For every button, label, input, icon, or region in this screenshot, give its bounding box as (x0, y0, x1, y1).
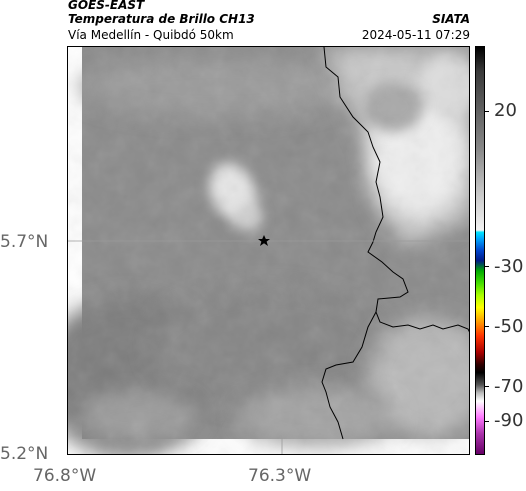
colorbar-tick-minus90: -90 (494, 410, 524, 431)
y-tick-5-7n: 5.7°N (0, 232, 49, 252)
colorbar-tick-minus50: -50 (494, 316, 524, 337)
x-tick-76-3w: 76.3°W (248, 466, 312, 486)
brightness-temperature-image (68, 47, 469, 454)
satellite-title: GOES-EAST (68, 0, 145, 12)
product-title: Temperatura de Brillo CH13 (68, 12, 255, 26)
region-subtitle: Vía Medellín - Quibdó 50km (68, 28, 234, 42)
colorbar-tick-20: 20 (494, 100, 517, 121)
colorbar-tick-minus30: -30 (494, 256, 524, 277)
source-label: SIATA (432, 12, 470, 26)
datetime-label: 2024-05-11 07:29 (361, 28, 470, 42)
y-tick-5-2n: 5.2°N (0, 444, 49, 464)
star-icon (258, 235, 270, 246)
satellite-map (67, 46, 470, 455)
x-tick-76-8w: 76.8°W (33, 466, 97, 486)
colorbar-tick-minus70: -70 (494, 376, 524, 397)
colorbar (475, 46, 485, 455)
